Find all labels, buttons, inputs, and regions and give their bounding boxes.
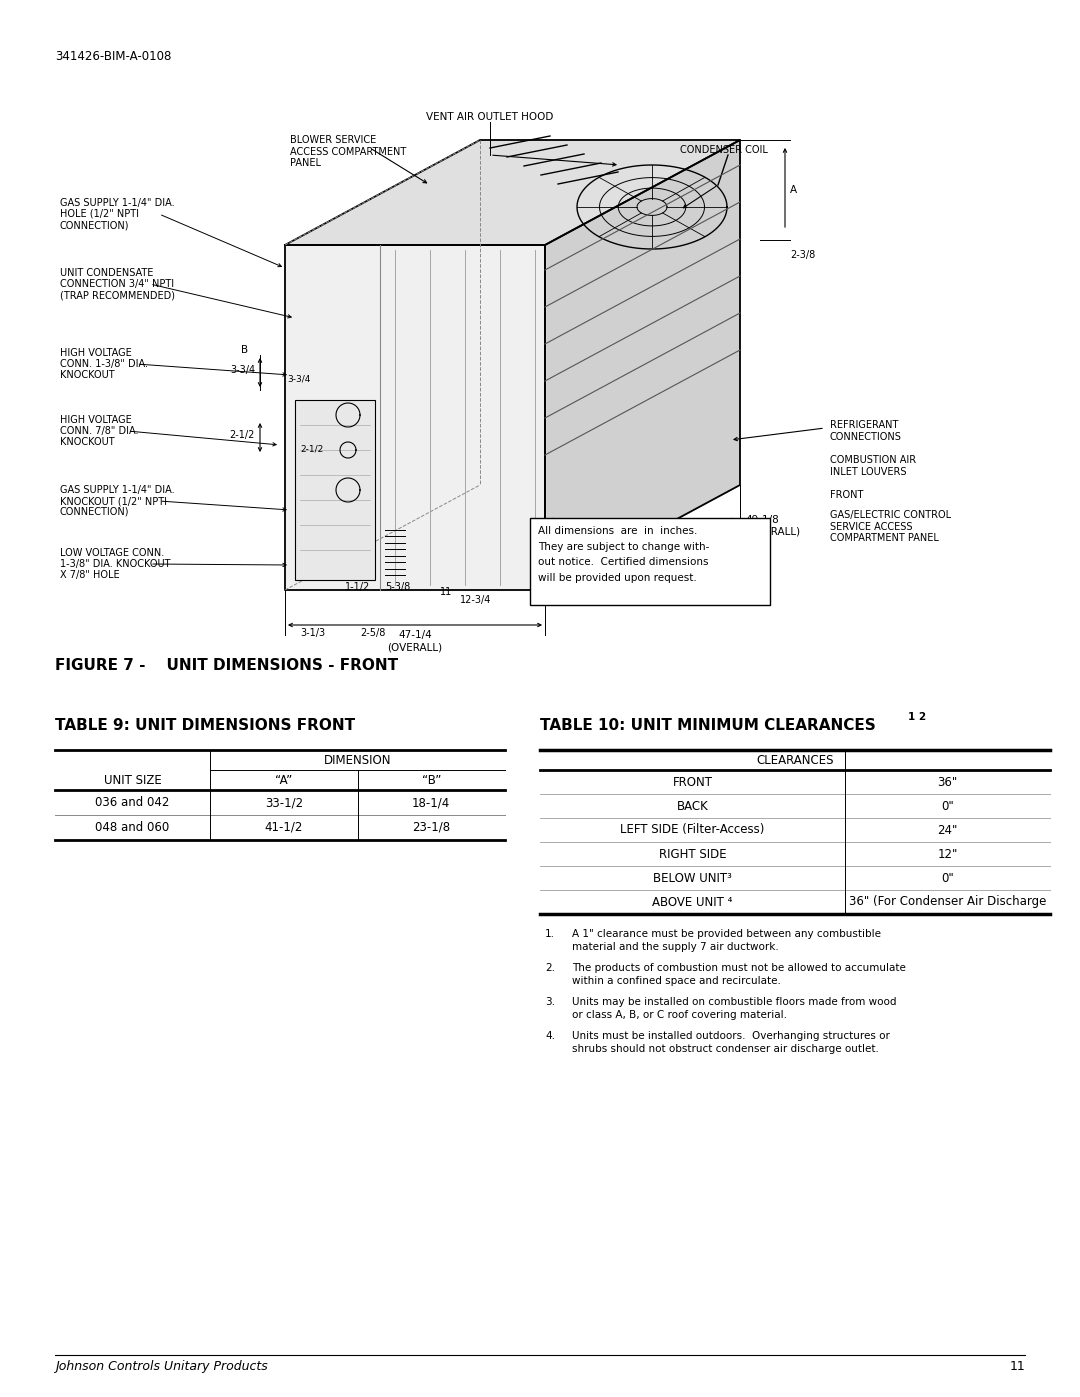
Text: CONNECTION 3/4" NPTI: CONNECTION 3/4" NPTI: [60, 279, 174, 289]
Text: GAS SUPPLY 1-1/4" DIA.: GAS SUPPLY 1-1/4" DIA.: [60, 485, 175, 495]
Text: 1.: 1.: [545, 929, 555, 939]
Text: LOW VOLTAGE CONN.: LOW VOLTAGE CONN.: [60, 548, 164, 557]
Text: UNIT SIZE: UNIT SIZE: [104, 774, 161, 787]
Text: 3-1/3: 3-1/3: [300, 629, 325, 638]
Text: CONN. 1-3/8" DIA.: CONN. 1-3/8" DIA.: [60, 359, 148, 369]
Text: CONNECTION): CONNECTION): [60, 219, 130, 231]
Text: A 1" clearance must be provided between any combustible: A 1" clearance must be provided between …: [572, 929, 881, 939]
Text: within a confined space and recirculate.: within a confined space and recirculate.: [572, 977, 781, 986]
Polygon shape: [545, 140, 740, 590]
Text: CONDENSER COIL: CONDENSER COIL: [680, 145, 768, 155]
Text: BACK: BACK: [677, 799, 708, 813]
Text: 0": 0": [941, 799, 954, 813]
Text: KNOCKOUT: KNOCKOUT: [60, 437, 114, 447]
Text: 18-1/4: 18-1/4: [413, 796, 450, 809]
Text: 2.: 2.: [545, 963, 555, 972]
Text: 048 and 060: 048 and 060: [95, 821, 170, 834]
Text: 2-5/8: 2-5/8: [360, 629, 386, 638]
Text: UNIT CONDENSATE: UNIT CONDENSATE: [60, 268, 153, 278]
Text: 341426-BIM-A-0108: 341426-BIM-A-0108: [55, 50, 172, 63]
Text: 1-3/8" DIA. KNOCKOUT: 1-3/8" DIA. KNOCKOUT: [60, 559, 171, 569]
Text: 49-1/8: 49-1/8: [745, 515, 779, 525]
Text: CLEARANCES: CLEARANCES: [756, 753, 834, 767]
Text: 0": 0": [941, 872, 954, 884]
Text: HIGH VOLTAGE: HIGH VOLTAGE: [60, 348, 132, 358]
Text: KNOCKOUT (1/2" NPTI: KNOCKOUT (1/2" NPTI: [60, 496, 167, 506]
Text: (OVERALL): (OVERALL): [388, 643, 443, 652]
Text: 036 and 042: 036 and 042: [95, 796, 170, 809]
Text: 47-1/4: 47-1/4: [399, 630, 432, 640]
Text: 3-3/4: 3-3/4: [230, 365, 255, 374]
Text: VENT AIR OUTLET HOOD: VENT AIR OUTLET HOOD: [427, 112, 554, 122]
Text: (TRAP RECOMMENDED): (TRAP RECOMMENDED): [60, 291, 175, 300]
Text: 36": 36": [937, 775, 958, 788]
Text: RIGHT SIDE: RIGHT SIDE: [659, 848, 727, 861]
Text: BELOW UNIT³: BELOW UNIT³: [653, 872, 732, 884]
Text: FRONT: FRONT: [673, 775, 713, 788]
Text: 2-1/2: 2-1/2: [300, 446, 323, 454]
Text: 3-3/4: 3-3/4: [287, 374, 310, 384]
Text: (OVERALL): (OVERALL): [745, 527, 800, 536]
Text: ABOVE UNIT ⁴: ABOVE UNIT ⁴: [652, 895, 732, 908]
Text: HOLE (1/2" NPTI: HOLE (1/2" NPTI: [60, 210, 139, 219]
Text: “B”: “B”: [421, 774, 441, 787]
Text: 12": 12": [937, 848, 958, 861]
Text: TABLE 9: UNIT DIMENSIONS FRONT: TABLE 9: UNIT DIMENSIONS FRONT: [55, 718, 355, 733]
Text: All dimensions  are  in  inches.
They are subject to change with-
out notice.  C: All dimensions are in inches. They are s…: [538, 527, 710, 583]
Text: The products of combustion must not be allowed to accumulate: The products of combustion must not be a…: [572, 963, 906, 972]
Text: COMBUSTION AIR
INLET LOUVERS: COMBUSTION AIR INLET LOUVERS: [831, 455, 916, 476]
Text: 41-1/2: 41-1/2: [265, 821, 302, 834]
Text: or class A, B, or C roof covering material.: or class A, B, or C roof covering materi…: [572, 1010, 787, 1020]
Text: 36" (For Condenser Air Discharge: 36" (For Condenser Air Discharge: [849, 895, 1047, 908]
Text: DIMENSION: DIMENSION: [324, 753, 391, 767]
Text: Units must be installed outdoors.  Overhanging structures or: Units must be installed outdoors. Overha…: [572, 1031, 890, 1041]
Text: shrubs should not obstruct condenser air discharge outlet.: shrubs should not obstruct condenser air…: [572, 1044, 879, 1053]
Text: CONNECTION): CONNECTION): [60, 507, 130, 517]
Text: FRONT: FRONT: [831, 490, 863, 500]
Text: GAS SUPPLY 1-1/4" DIA.: GAS SUPPLY 1-1/4" DIA.: [60, 198, 175, 208]
Text: 2-3/8: 2-3/8: [789, 250, 815, 260]
Text: REFRIGERANT
CONNECTIONS: REFRIGERANT CONNECTIONS: [831, 420, 902, 441]
Polygon shape: [285, 140, 740, 244]
Text: 5-3/8: 5-3/8: [384, 583, 410, 592]
Text: GAS/ELECTRIC CONTROL
SERVICE ACCESS
COMPARTMENT PANEL: GAS/ELECTRIC CONTROL SERVICE ACCESS COMP…: [831, 510, 951, 543]
Text: 4.: 4.: [545, 1031, 555, 1041]
Text: KNOCKOUT: KNOCKOUT: [60, 370, 114, 380]
Text: 1 2: 1 2: [908, 712, 927, 722]
Text: “A”: “A”: [275, 774, 293, 787]
Polygon shape: [285, 244, 545, 590]
Text: 1-1/2: 1-1/2: [345, 583, 370, 592]
Text: 12-3/4: 12-3/4: [460, 595, 491, 605]
Text: (OVERALL): (OVERALL): [644, 528, 696, 538]
Text: 11: 11: [1009, 1361, 1025, 1373]
Text: 24": 24": [937, 823, 958, 837]
Text: FIGURE 7 -    UNIT DIMENSIONS - FRONT: FIGURE 7 - UNIT DIMENSIONS - FRONT: [55, 658, 399, 673]
Bar: [530, 518, 770, 605]
Text: 3.: 3.: [545, 997, 555, 1007]
Text: 33-1/2: 33-1/2: [265, 796, 302, 809]
Text: 11: 11: [440, 587, 453, 597]
Text: BLOWER SERVICE
ACCESS COMPARTMENT
PANEL: BLOWER SERVICE ACCESS COMPARTMENT PANEL: [291, 136, 406, 168]
Text: 2-1/2: 2-1/2: [230, 430, 255, 440]
Text: X 7/8" HOLE: X 7/8" HOLE: [60, 570, 120, 580]
Text: B: B: [241, 345, 248, 355]
Text: CONN. 7/8" DIA.: CONN. 7/8" DIA.: [60, 426, 138, 436]
Text: Johnson Controls Unitary Products: Johnson Controls Unitary Products: [55, 1361, 268, 1373]
Text: 23-1/8: 23-1/8: [413, 821, 450, 834]
Text: LEFT SIDE (Filter-Access): LEFT SIDE (Filter-Access): [620, 823, 765, 837]
Text: HIGH VOLTAGE: HIGH VOLTAGE: [60, 415, 132, 425]
Text: material and the supply 7 air ductwork.: material and the supply 7 air ductwork.: [572, 942, 779, 951]
Text: TABLE 10: UNIT MINIMUM CLEARANCES: TABLE 10: UNIT MINIMUM CLEARANCES: [540, 718, 876, 733]
Bar: [295, 400, 375, 580]
Text: A: A: [789, 184, 797, 196]
Text: Units may be installed on combustible floors made from wood: Units may be installed on combustible fl…: [572, 997, 896, 1007]
